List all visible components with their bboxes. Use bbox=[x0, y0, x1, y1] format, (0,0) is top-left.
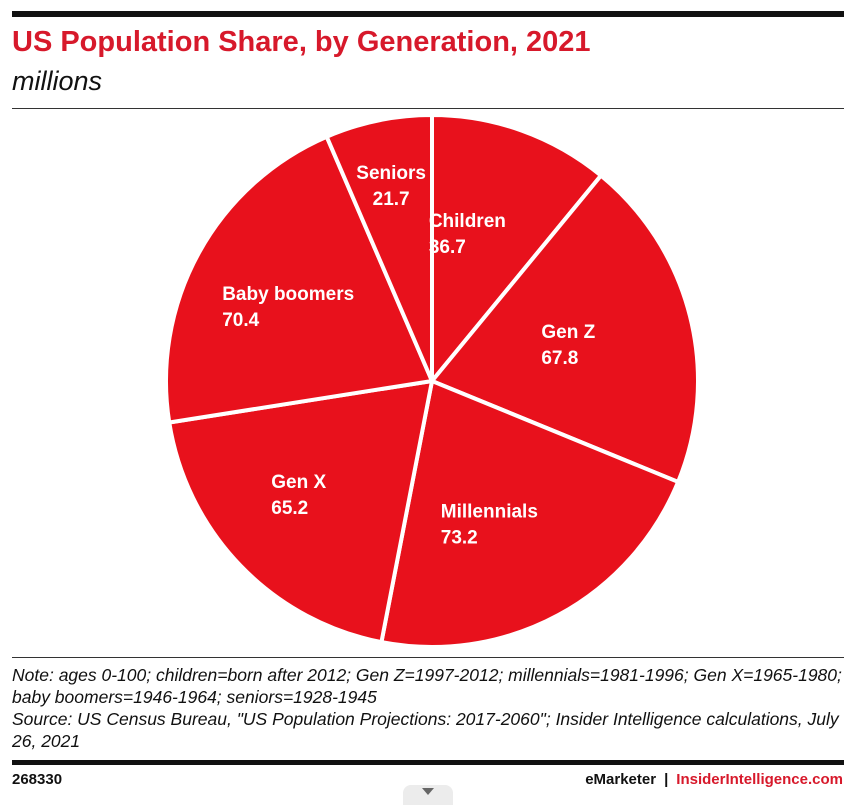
note-text: Note: ages 0-100; children=born after 20… bbox=[12, 665, 842, 707]
notes-divider bbox=[12, 657, 844, 658]
pie-labels: Children 36.7 Gen Z 67.8 Millennials 73.2 Gen … bbox=[222, 163, 595, 548]
slice-label-children: Children 36.7 bbox=[429, 211, 506, 258]
slice-name-seniors: Seniors bbox=[356, 163, 426, 184]
slice-value-baby-boomers: 70.4 bbox=[222, 310, 259, 331]
pie-chart: Children 36.7 Gen Z 67.8 Millennials 73.2 Gen … bbox=[164, 113, 700, 649]
brand-separator: | bbox=[664, 771, 669, 788]
pie-slice-millennials bbox=[379, 379, 681, 649]
chevron-down-icon bbox=[422, 788, 434, 795]
slice-value-millennials: 73.2 bbox=[441, 527, 478, 548]
pie-slice-children bbox=[430, 113, 603, 383]
chart-subtitle: millions bbox=[12, 66, 103, 96]
slice-name-millennials: Millennials bbox=[441, 501, 538, 522]
pie-slice-seniors bbox=[324, 113, 434, 383]
footer-rule bbox=[12, 760, 844, 765]
slice-label-gen-x: Gen X 65.2 bbox=[271, 472, 326, 519]
slice-name-children: Children bbox=[429, 211, 506, 232]
slice-value-seniors: 21.7 bbox=[373, 189, 410, 210]
footer-brand: eMarketer | InsiderIntelligence.com bbox=[585, 771, 843, 788]
slice-value-gen-x: 65.2 bbox=[271, 498, 308, 519]
top-rule bbox=[12, 11, 844, 17]
source-text: Source: US Census Bureau, "US Population… bbox=[12, 709, 839, 751]
slice-name-gen-z: Gen Z bbox=[541, 322, 595, 343]
slice-value-children: 36.7 bbox=[429, 237, 466, 258]
slice-name-baby-boomers: Baby boomers bbox=[222, 284, 354, 305]
chart-title: US Population Share, by Generation, 2021 bbox=[12, 26, 591, 58]
notes-block: Note: ages 0-100; children=born after 20… bbox=[12, 664, 844, 752]
slice-label-seniors: Seniors 21.7 bbox=[356, 163, 426, 210]
brand-insider-intelligence[interactable]: InsiderIntelligence.com bbox=[676, 771, 843, 788]
chart-id: 268330 bbox=[12, 771, 63, 788]
pie-slice-gen-z bbox=[430, 173, 700, 484]
brand-emarketer: eMarketer bbox=[585, 771, 657, 788]
slice-label-gen-z: Gen Z 67.8 bbox=[541, 322, 595, 369]
slice-label-millennials: Millennials 73.2 bbox=[441, 501, 538, 548]
pie-slice-gen-x bbox=[167, 379, 434, 645]
slice-name-gen-x: Gen X bbox=[271, 472, 326, 493]
slice-value-gen-z: 67.8 bbox=[541, 348, 578, 369]
slice-label-baby-boomers: Baby boomers 70.4 bbox=[222, 284, 354, 331]
header-divider bbox=[12, 108, 844, 109]
pie-slice-baby-boomers bbox=[164, 134, 434, 425]
scroll-down-tab[interactable] bbox=[403, 785, 453, 805]
pie-slices bbox=[164, 113, 700, 649]
